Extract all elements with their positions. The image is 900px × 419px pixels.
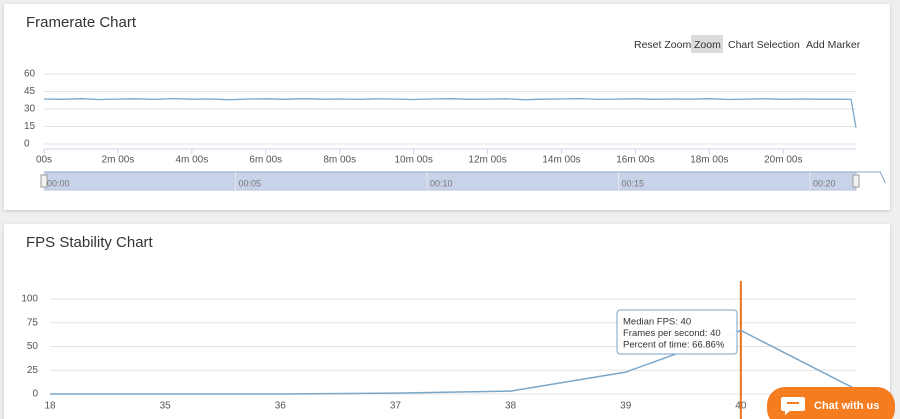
chat-icon <box>781 397 805 415</box>
y-tick-label: 50 <box>27 341 39 352</box>
navigator-line <box>44 171 886 184</box>
navigator-label: 00:05 <box>239 178 262 188</box>
navigator-label: 00:15 <box>622 178 645 188</box>
x-tick-label: 4m 00s <box>175 155 208 166</box>
x-tick-label: 38 <box>505 401 517 412</box>
toolbar-button[interactable]: Reset Zoom <box>634 39 691 51</box>
chat-label[interactable]: Chat with us <box>814 400 879 412</box>
x-tick-label: 36 <box>275 401 287 412</box>
y-tick-label: 15 <box>24 121 36 132</box>
x-tick-label: 2m 00s <box>102 155 135 166</box>
y-tick-label: 30 <box>24 104 36 115</box>
navigator-handle[interactable] <box>852 174 860 188</box>
y-tick-label: 75 <box>27 317 39 328</box>
y-tick-label: 0 <box>24 139 30 150</box>
chart-title: FPS Stability Chart <box>26 234 154 251</box>
y-tick-label: 0 <box>32 389 38 400</box>
tooltip-line: Percent of time: 66.86% <box>623 340 725 351</box>
x-tick-label: 6m 00s <box>249 155 282 166</box>
navigator-handle[interactable] <box>40 174 48 188</box>
y-tick-label: 60 <box>24 69 36 80</box>
tooltip-line: Frames per second: 40 <box>623 328 721 339</box>
chat-icon-line <box>787 402 799 404</box>
x-tick-label: 20m 00s <box>764 155 802 166</box>
card <box>4 224 890 419</box>
x-tick-label: 10m 00s <box>394 155 432 166</box>
y-tick-label: 25 <box>27 365 39 376</box>
navigator-label: 00:00 <box>47 178 70 188</box>
toolbar-button[interactable]: Chart Selection <box>728 39 800 51</box>
chat-button-bg[interactable] <box>767 387 895 419</box>
toolbar-button[interactable]: Zoom <box>694 39 721 51</box>
x-tick-label: 16m 00s <box>616 155 654 166</box>
x-tick-label: 18m 00s <box>690 155 728 166</box>
tooltip <box>616 309 738 355</box>
x-tick-label: 37 <box>390 401 402 412</box>
navigator-label: 00:10 <box>430 178 453 188</box>
x-tick-label: 14m 00s <box>542 155 580 166</box>
tooltip-line: Median FPS: 40 <box>623 317 691 328</box>
x-tick-label: 00s <box>36 155 52 166</box>
x-tick-label: 8m 00s <box>323 155 356 166</box>
toolbar-button[interactable]: Add Marker <box>806 39 861 51</box>
charts: Reset Zoom Zoom Chart Selection Add Marker 0… <box>21 35 886 419</box>
y-tick-label: 45 <box>24 86 36 97</box>
navigator-label: 00:20 <box>813 178 836 188</box>
fps-line <box>43 97 857 128</box>
button-active-bg <box>691 35 723 53</box>
x-tick-label: 39 <box>620 401 632 412</box>
chart-title: Framerate Chart <box>26 14 137 31</box>
chat-button[interactable]: Chat with us <box>767 387 895 419</box>
x-tick-label: 35 <box>160 401 172 412</box>
y-tick-label: 100 <box>21 294 38 305</box>
x-tick-label: 18 <box>44 401 56 412</box>
x-tick-label: 12m 00s <box>468 155 506 166</box>
